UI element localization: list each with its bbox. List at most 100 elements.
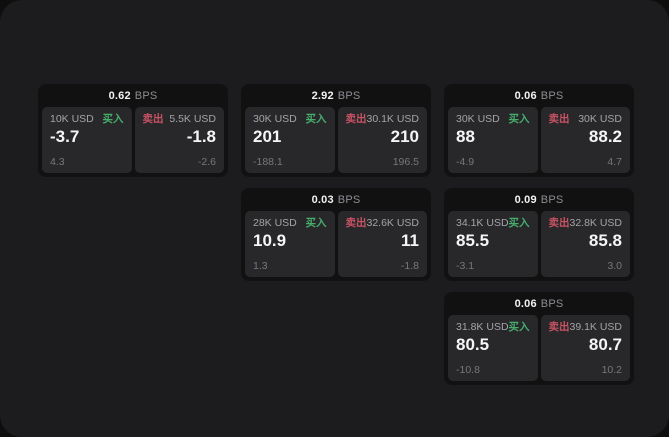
sell-size: 30.1K USD xyxy=(366,113,420,125)
buy-panel-top: 31.8K USD 买入 xyxy=(456,322,530,333)
buy-size: 30K USD xyxy=(253,113,297,125)
bps-value: 0.62 xyxy=(108,89,131,102)
sell-panel-top: 卖出 5.5K USD xyxy=(143,114,217,125)
buy-price: 201 xyxy=(253,126,282,146)
sell-price: 210 xyxy=(390,126,419,146)
quote-card-6: 0.06 BPS 31.8K USD 买入 80.5 -10.8 卖出 39.1… xyxy=(444,292,634,385)
sell-panel[interactable]: 卖出 30.1K USD 210 196.5 xyxy=(337,107,427,173)
buy-panel[interactable]: 28K USD 买入 10.9 1.3 xyxy=(245,211,335,277)
sell-size: 32.8K USD xyxy=(569,217,623,229)
buy-price: -3.7 xyxy=(50,126,80,146)
card-header: 0.06 BPS xyxy=(444,84,634,107)
buy-panel[interactable]: 31.8K USD 买入 80.5 -10.8 xyxy=(448,315,538,381)
bps-value: 0.09 xyxy=(514,193,537,206)
buy-panel[interactable]: 30K USD 买入 88 -4.9 xyxy=(448,107,538,173)
sell-panel[interactable]: 卖出 39.1K USD 80.7 10.2 xyxy=(540,315,630,381)
panels-row: 30K USD 买入 201 -188.1 卖出 30.1K USD 210 1… xyxy=(241,107,431,177)
quote-card-4: 0.03 BPS 28K USD 买入 10.9 1.3 卖出 32.6K US… xyxy=(241,188,431,281)
sell-panel[interactable]: 卖出 5.5K USD -1.8 -2.6 xyxy=(134,107,224,173)
card-header: 0.62 BPS xyxy=(38,84,228,107)
buy-side-label: 买入 xyxy=(508,217,530,229)
sell-size: 5.5K USD xyxy=(169,113,216,125)
quote-cards-grid: 0.62 BPS 10K USD 买入 -3.7 4.3 卖出 5.5K USD xyxy=(38,84,634,385)
sell-delta: 3.0 xyxy=(607,259,622,272)
buy-price: 10.9 xyxy=(253,230,287,250)
quote-card-2: 2.92 BPS 30K USD 买入 201 -188.1 卖出 30.1K … xyxy=(241,84,431,177)
buy-size: 28K USD xyxy=(253,217,297,229)
sell-side-label: 卖出 xyxy=(345,113,367,125)
sell-size: 32.6K USD xyxy=(366,217,420,229)
buy-side-label: 买入 xyxy=(102,113,124,125)
buy-delta: 1.3 xyxy=(253,259,268,272)
sell-panel-top: 卖出 32.8K USD xyxy=(549,218,623,229)
sell-delta: 4.7 xyxy=(607,155,622,168)
bps-unit-label: BPS xyxy=(134,89,158,102)
panels-row: 30K USD 买入 88 -4.9 卖出 30K USD 88.2 4.7 xyxy=(444,107,634,177)
card-header: 0.09 BPS xyxy=(444,188,634,211)
buy-size: 34.1K USD xyxy=(456,217,509,229)
bps-unit-label: BPS xyxy=(540,297,564,310)
sell-panel-top: 卖出 39.1K USD xyxy=(549,322,623,333)
sell-price: -1.8 xyxy=(186,126,216,146)
quote-card-3: 0.06 BPS 30K USD 买入 88 -4.9 卖出 30K USD xyxy=(444,84,634,177)
sell-price: 85.8 xyxy=(588,230,622,250)
bps-value: 0.03 xyxy=(311,193,334,206)
sell-delta: -1.8 xyxy=(400,259,419,272)
sell-side-label: 卖出 xyxy=(548,217,570,229)
buy-delta: 4.3 xyxy=(50,155,65,168)
sell-price: 80.7 xyxy=(588,334,622,354)
sell-price: 11 xyxy=(401,230,419,250)
sell-panel-top: 卖出 30.1K USD xyxy=(346,114,420,125)
buy-delta: -188.1 xyxy=(253,155,283,168)
sell-panel[interactable]: 卖出 30K USD 88.2 4.7 xyxy=(540,107,630,173)
buy-price: 88 xyxy=(456,126,475,146)
buy-price: 80.5 xyxy=(456,334,490,354)
buy-price: 85.5 xyxy=(456,230,490,250)
buy-delta: -3.1 xyxy=(456,259,475,272)
buy-side-label: 买入 xyxy=(508,321,530,333)
buy-panel[interactable]: 30K USD 买入 201 -188.1 xyxy=(245,107,335,173)
card-header: 2.92 BPS xyxy=(241,84,431,107)
sell-size: 39.1K USD xyxy=(569,321,623,333)
buy-panel-top: 10K USD 买入 xyxy=(50,114,124,125)
sell-size: 30K USD xyxy=(578,113,622,125)
bps-value: 0.06 xyxy=(514,89,537,102)
buy-panel[interactable]: 34.1K USD 买入 85.5 -3.1 xyxy=(448,211,538,277)
sell-side-label: 卖出 xyxy=(548,113,570,125)
buy-delta: -10.8 xyxy=(456,363,480,376)
sell-panel-top: 卖出 32.6K USD xyxy=(346,218,420,229)
sell-delta: -2.6 xyxy=(197,155,216,168)
panels-row: 34.1K USD 买入 85.5 -3.1 卖出 32.8K USD 85.8… xyxy=(444,211,634,281)
sell-panel[interactable]: 卖出 32.8K USD 85.8 3.0 xyxy=(540,211,630,277)
bps-unit-label: BPS xyxy=(540,193,564,206)
buy-size: 31.8K USD xyxy=(456,321,509,333)
buy-panel-top: 34.1K USD 买入 xyxy=(456,218,530,229)
sell-side-label: 卖出 xyxy=(345,217,367,229)
card-header: 0.03 BPS xyxy=(241,188,431,211)
sell-side-label: 卖出 xyxy=(548,321,570,333)
sell-delta: 10.2 xyxy=(601,363,622,376)
bps-unit-label: BPS xyxy=(540,89,564,102)
buy-panel-top: 28K USD 买入 xyxy=(253,218,327,229)
bps-unit-label: BPS xyxy=(337,89,361,102)
sell-panel[interactable]: 卖出 32.6K USD 11 -1.8 xyxy=(337,211,427,277)
buy-size: 10K USD xyxy=(50,113,94,125)
buy-side-label: 买入 xyxy=(305,113,327,125)
quote-card-1: 0.62 BPS 10K USD 买入 -3.7 4.3 卖出 5.5K USD xyxy=(38,84,228,177)
bps-value: 2.92 xyxy=(311,89,334,102)
sell-side-label: 卖出 xyxy=(142,113,164,125)
sell-price: 88.2 xyxy=(588,126,622,146)
buy-panel[interactable]: 10K USD 买入 -3.7 4.3 xyxy=(42,107,132,173)
buy-side-label: 买入 xyxy=(508,113,530,125)
panels-row: 28K USD 买入 10.9 1.3 卖出 32.6K USD 11 -1.8 xyxy=(241,211,431,281)
bps-unit-label: BPS xyxy=(337,193,361,206)
sell-panel-top: 卖出 30K USD xyxy=(549,114,623,125)
panels-row: 31.8K USD 买入 80.5 -10.8 卖出 39.1K USD 80.… xyxy=(444,315,634,385)
quote-card-5: 0.09 BPS 34.1K USD 买入 85.5 -3.1 卖出 32.8K… xyxy=(444,188,634,281)
buy-side-label: 买入 xyxy=(305,217,327,229)
sell-delta: 196.5 xyxy=(392,155,419,168)
buy-size: 30K USD xyxy=(456,113,500,125)
panels-row: 10K USD 买入 -3.7 4.3 卖出 5.5K USD -1.8 -2.… xyxy=(38,107,228,177)
bps-value: 0.06 xyxy=(514,297,537,310)
